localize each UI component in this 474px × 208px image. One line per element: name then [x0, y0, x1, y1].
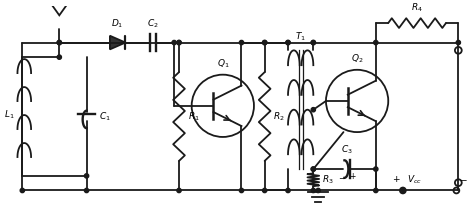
Text: $C_1$: $C_1$ — [99, 110, 111, 123]
Circle shape — [311, 167, 316, 171]
Circle shape — [401, 188, 405, 193]
Text: $-$: $-$ — [459, 175, 467, 184]
Circle shape — [456, 40, 460, 45]
Text: $T_1$: $T_1$ — [295, 30, 306, 43]
Text: $-$: $-$ — [338, 172, 346, 181]
Circle shape — [311, 188, 316, 193]
Circle shape — [20, 188, 25, 193]
Circle shape — [286, 188, 290, 193]
Circle shape — [311, 40, 316, 45]
Circle shape — [84, 174, 89, 178]
Circle shape — [177, 40, 181, 45]
Text: $R_4$: $R_4$ — [411, 2, 423, 14]
Circle shape — [57, 40, 62, 45]
Circle shape — [374, 188, 378, 193]
Circle shape — [57, 55, 62, 59]
Circle shape — [177, 40, 181, 45]
Text: $R_1$: $R_1$ — [188, 110, 200, 123]
Circle shape — [57, 40, 62, 45]
Circle shape — [286, 40, 290, 45]
Circle shape — [311, 108, 316, 112]
Circle shape — [374, 167, 378, 171]
Circle shape — [177, 188, 181, 193]
Circle shape — [239, 40, 244, 45]
Text: $V_{cc}$: $V_{cc}$ — [407, 173, 422, 186]
Text: $Q_1$: $Q_1$ — [217, 57, 229, 70]
Circle shape — [263, 40, 267, 45]
Polygon shape — [110, 36, 126, 49]
Circle shape — [374, 40, 378, 45]
Text: $Q_2$: $Q_2$ — [351, 52, 364, 65]
Circle shape — [286, 40, 290, 45]
Circle shape — [239, 188, 244, 193]
Circle shape — [311, 167, 316, 171]
Circle shape — [84, 188, 89, 193]
Circle shape — [263, 40, 267, 45]
Circle shape — [263, 188, 267, 193]
Text: $+$: $+$ — [392, 174, 401, 184]
Circle shape — [316, 188, 320, 193]
Text: $R_2$: $R_2$ — [273, 110, 285, 123]
Text: $C_3$: $C_3$ — [341, 144, 353, 156]
Circle shape — [311, 40, 316, 45]
Text: $C_2$: $C_2$ — [147, 17, 159, 30]
Text: $+$: $+$ — [349, 171, 357, 181]
Circle shape — [172, 40, 176, 45]
Text: $D_1$: $D_1$ — [111, 17, 124, 30]
Text: $L_1$: $L_1$ — [4, 109, 15, 121]
Text: $R_3$: $R_3$ — [322, 173, 334, 186]
